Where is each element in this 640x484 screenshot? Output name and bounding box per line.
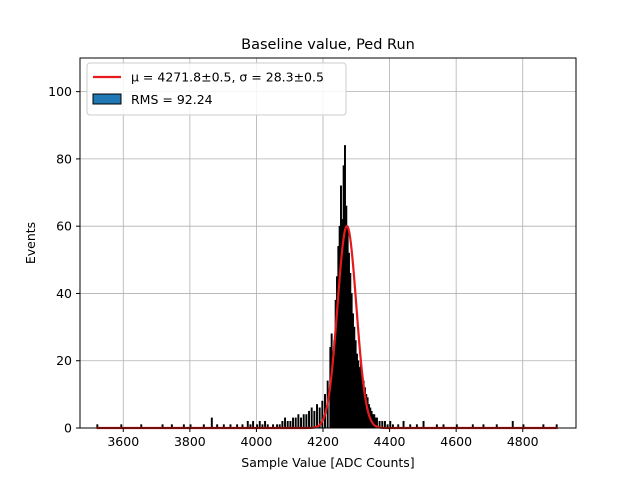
histogram-bar [313,410,316,429]
x-tick-label: 4800 [507,434,539,449]
histogram-bar [294,417,297,429]
legend-label-rms: RMS = 92.24 [131,92,213,107]
histogram-bar [297,414,300,429]
histogram-bar [284,417,287,429]
y-tick-label: 20 [56,353,72,368]
y-tick-label: 0 [64,421,72,436]
y-tick-label: 80 [56,151,72,166]
histogram-bar [210,417,213,429]
histogram-bar [305,414,308,429]
legend-swatch-rms [92,93,122,105]
y-tick-label: 40 [56,286,72,301]
histogram-bar [300,417,303,429]
chart-title: Baseline value, Ped Run [241,37,415,53]
histogram-bars [96,145,558,429]
axis-ticks: 3600 3800 4000 4200 4400 4600 4800 0 20 40 60 80 100 [48,84,539,449]
histogram-bar [292,417,295,429]
x-tick-label: 4200 [307,434,339,449]
histogram-bar [316,404,318,429]
x-tick-label: 3600 [107,434,139,449]
legend-label-fit: μ = 4271.8±0.5, σ = 28.3±0.5 [131,70,324,85]
x-axis-label: Sample Value [ADC Counts] [241,455,414,470]
legend-box [86,62,347,116]
histogram-bar [302,414,305,429]
y-tick-label: 100 [48,84,72,99]
x-tick-label: 3800 [174,434,206,449]
histogram-bar [310,407,313,429]
x-tick-label: 4000 [241,434,273,449]
x-tick-label: 4600 [440,434,472,449]
x-tick-label: 4400 [374,434,406,449]
histogram-bar [308,410,310,429]
y-axis-label: Events [23,222,38,264]
y-tick-label: 60 [56,219,72,234]
legend: μ = 4271.8±0.5, σ = 28.3±0.5 RMS = 92.24 [86,62,347,116]
plot-frame [79,57,577,429]
